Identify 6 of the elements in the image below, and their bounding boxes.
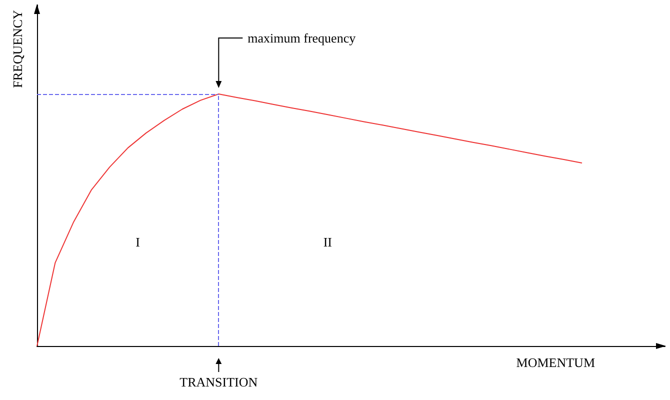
- y-axis-title: FREQUENCY: [10, 9, 25, 88]
- annotation: II: [323, 234, 332, 250]
- x-axis-title: MOMENTUM: [516, 355, 596, 370]
- text: maximum frequency: [248, 30, 356, 46]
- text: TRANSITION: [180, 374, 258, 390]
- annotation: I: [136, 234, 140, 250]
